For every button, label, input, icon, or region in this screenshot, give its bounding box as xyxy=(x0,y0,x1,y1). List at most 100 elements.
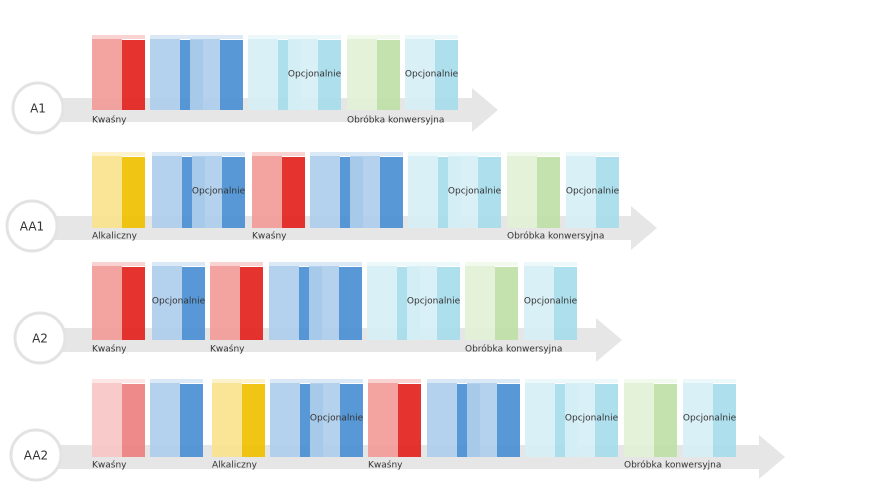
tank-top xyxy=(212,379,265,383)
tank-top xyxy=(92,379,145,383)
tank-side xyxy=(122,384,145,457)
tank-side xyxy=(122,40,145,110)
tank-side xyxy=(180,384,203,457)
tank-side xyxy=(242,384,265,457)
step-label: Obróbka konwersyjna xyxy=(507,231,604,242)
tank-top xyxy=(525,379,578,383)
tank-front xyxy=(212,382,242,457)
tank-side xyxy=(318,40,341,110)
tank-front xyxy=(150,38,180,110)
tank-top xyxy=(252,152,305,156)
tank-top xyxy=(524,262,577,266)
step-label: Obróbka konwersyjna xyxy=(465,344,562,355)
row-badge xyxy=(9,428,63,482)
tank-side xyxy=(595,384,618,457)
tank-top xyxy=(190,35,243,39)
tank-top xyxy=(210,262,263,266)
tank-top xyxy=(92,152,145,156)
tank-side xyxy=(596,157,619,228)
tank-label: Opcjonalnie xyxy=(448,187,502,197)
tank-front xyxy=(92,265,122,340)
tank-side xyxy=(340,384,363,457)
tank-side xyxy=(222,157,245,228)
tank-top xyxy=(405,35,458,39)
tank-top xyxy=(683,379,736,383)
step-label: Kwaśny xyxy=(92,344,127,355)
tank-front xyxy=(683,382,713,457)
row-label: A2 xyxy=(32,332,48,346)
tank-front xyxy=(248,38,278,110)
tank-label: Opcjonalnie xyxy=(152,297,206,307)
tank-side xyxy=(380,157,403,228)
tank-side xyxy=(339,267,362,340)
row-label: AA2 xyxy=(24,449,48,463)
step-label: Kwaśny xyxy=(92,115,127,126)
tank-front xyxy=(407,265,437,340)
tank-front xyxy=(190,38,220,110)
tank-top xyxy=(309,262,362,266)
tank-top xyxy=(150,379,203,383)
tank-top xyxy=(288,35,341,39)
tank-top xyxy=(150,35,203,39)
tank-front xyxy=(427,382,457,457)
tank-side xyxy=(377,40,400,110)
step-label: Alkaliczny xyxy=(92,232,138,242)
tank-side xyxy=(537,157,560,228)
tank-front xyxy=(467,382,497,457)
tank-front xyxy=(288,38,318,110)
tank-front xyxy=(310,382,340,457)
tank-top xyxy=(350,152,403,156)
tank-label: Opcjonalnie xyxy=(405,70,459,80)
tank-side xyxy=(554,267,577,340)
tank-top xyxy=(448,152,501,156)
tank-front xyxy=(507,155,537,228)
tank-front xyxy=(405,38,435,110)
step-label: Alkaliczny xyxy=(212,461,258,471)
tank-top xyxy=(624,379,677,383)
row-label: AA1 xyxy=(20,220,44,234)
tank-side xyxy=(220,40,243,110)
tank-top xyxy=(407,262,460,266)
tank-side xyxy=(122,267,145,340)
tank-label: Opcjonalnie xyxy=(310,414,364,424)
tank-front xyxy=(92,38,122,110)
step-label: Obróbka konwersyjna xyxy=(624,460,721,471)
step-label: Kwaśny xyxy=(368,460,403,471)
tank-side xyxy=(713,384,736,457)
tank-front xyxy=(252,155,282,228)
step-label: Kwaśny xyxy=(252,231,287,242)
tank-front xyxy=(152,265,182,340)
tank-front xyxy=(566,155,596,228)
tank-front xyxy=(524,265,554,340)
row-badge xyxy=(5,199,59,253)
tank-label: Opcjonalnie xyxy=(524,297,578,307)
tank-label: Opcjonalnie xyxy=(288,70,342,80)
tank-top xyxy=(566,152,619,156)
tank-side xyxy=(182,267,205,340)
tank-label: Opcjonalnie xyxy=(566,187,620,197)
tank-top xyxy=(408,152,461,156)
tank-top xyxy=(152,152,205,156)
tank-top xyxy=(368,379,421,383)
tank-front xyxy=(448,155,478,228)
tank-side xyxy=(437,267,460,340)
tank-front xyxy=(92,382,122,457)
step-label: Obróbka konwersyjna xyxy=(347,115,444,126)
row-badge xyxy=(11,81,65,135)
tank-top xyxy=(152,262,205,266)
tank-front xyxy=(624,382,654,457)
tank-top xyxy=(565,379,618,383)
tank-top xyxy=(507,152,560,156)
tank-front xyxy=(565,382,595,457)
tank-label: Opcjonalnie xyxy=(192,187,246,197)
tank-front xyxy=(152,155,182,228)
tank-label: Opcjonalnie xyxy=(565,414,619,424)
tank-top xyxy=(269,262,322,266)
tank-side xyxy=(478,157,501,228)
tank-front xyxy=(367,265,397,340)
tank-front xyxy=(309,265,339,340)
tank-top xyxy=(92,262,145,266)
tank-front xyxy=(150,382,180,457)
tank-front xyxy=(192,155,222,228)
